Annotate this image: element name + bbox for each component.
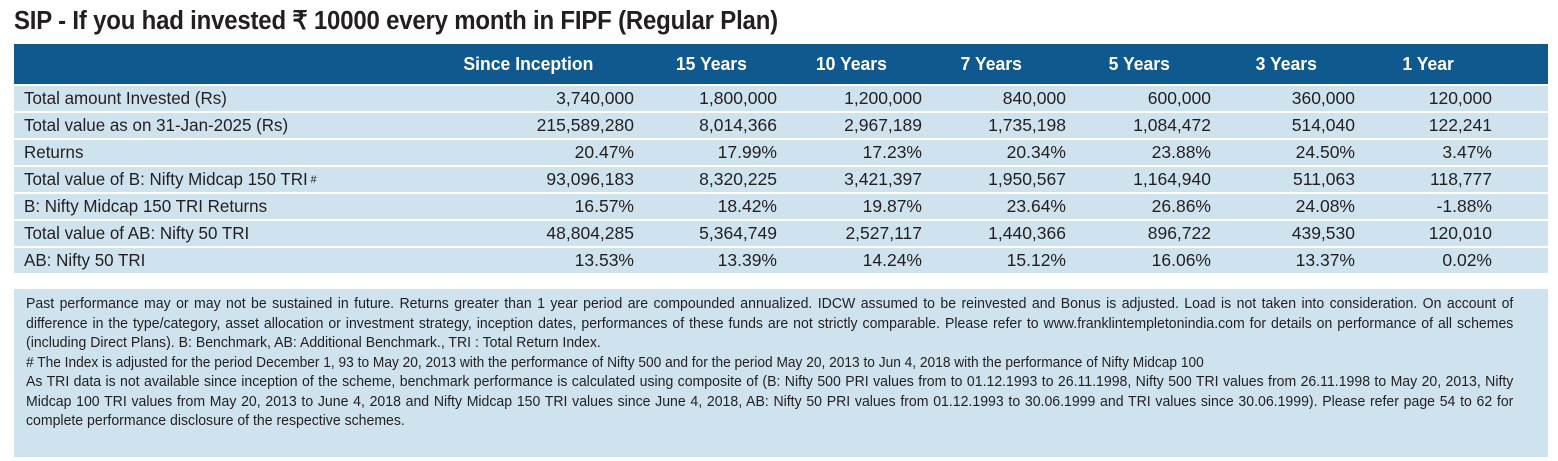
row-label: Total value as on 31-Jan-2025 (Rs): [24, 113, 288, 138]
table-cell: 18.42%: [717, 196, 777, 216]
table-cell: 2,967,189: [844, 115, 922, 135]
table-cell: 215,589,280: [536, 115, 634, 135]
row-label-text: Total amount Invested (Rs): [24, 88, 227, 108]
table-cell: 13.37%: [1295, 250, 1355, 270]
table-row: Total value of B: Nifty Midcap 150 TRI #9…: [14, 167, 1548, 194]
table-cell: 1,084,472: [1133, 115, 1211, 135]
table-cell: 24.50%: [1295, 142, 1355, 162]
table-cell: 13.39%: [717, 250, 777, 270]
table-cell: 93,096,183: [546, 169, 634, 189]
column-header: 7 Years: [960, 53, 1022, 74]
table-cell: 600,000: [1147, 88, 1211, 108]
row-label-text: Returns: [24, 142, 84, 162]
footnote-tri-note: As TRI data is not available since incep…: [26, 374, 1514, 429]
footnote-index-note: # The Index is adjusted for the period D…: [26, 354, 1204, 371]
performance-table: Since Inception 15 Years 10 Years 7 Years 5 …: [14, 44, 1548, 275]
table-cell: 840,000: [1002, 88, 1066, 108]
row-label: B: Nifty Midcap 150 TRI Returns: [24, 194, 267, 219]
table-row: Total value as on 31-Jan-2025 (Rs) 215,58…: [14, 113, 1548, 140]
row-label: Total amount Invested (Rs): [24, 86, 227, 111]
table-cell: 24.08%: [1295, 196, 1355, 216]
table-cell: 17.23%: [862, 142, 922, 162]
table-cell: 1,800,000: [699, 88, 777, 108]
table-cell: 16.57%: [574, 196, 634, 216]
table-cell: 0.02%: [1442, 250, 1492, 270]
column-header: 1 Year: [1402, 53, 1454, 74]
footnotes-block: Past performance may or may not be susta…: [14, 289, 1548, 457]
table-cell: 3,421,397: [844, 169, 922, 189]
row-label: AB: Nifty 50 TRI: [24, 248, 145, 273]
table-cell: 3.47%: [1442, 142, 1492, 162]
table-cell: 8,014,366: [699, 115, 777, 135]
table-cell: 48,804,285: [546, 223, 634, 243]
row-label-text: B: Nifty Midcap 150 TRI Returns: [24, 196, 268, 216]
table-row: Total value of AB: Nifty 50 TRI 48,804,28…: [14, 221, 1548, 248]
table-cell: 120,000: [1428, 88, 1492, 108]
row-label: Total value of B: Nifty Midcap 150 TRI #: [24, 167, 317, 192]
table-cell: 8,320,225: [699, 169, 777, 189]
table-row: B: Nifty Midcap 150 TRI Returns 16.57% 18.…: [14, 194, 1548, 221]
footnote-marker: #: [310, 173, 317, 186]
table-cell: 5,364,749: [699, 223, 777, 243]
table-cell: 23.64%: [1006, 196, 1066, 216]
table-cell: 20.47%: [574, 142, 634, 162]
table-cell: 1,164,940: [1133, 169, 1211, 189]
table-cell: 14.24%: [862, 250, 922, 270]
table-cell: 896,722: [1147, 223, 1211, 243]
table-cell: 15.12%: [1006, 250, 1066, 270]
table-cell: -1.88%: [1436, 196, 1492, 216]
table-row: AB: Nifty 50 TRI 13.53% 13.39% 14.24% 15.12%…: [14, 248, 1548, 275]
table-cell: 1,735,198: [988, 115, 1066, 135]
table-cell: 511,063: [1293, 169, 1355, 189]
table-body: Total amount Invested (Rs) 3,740,000 1,800…: [14, 84, 1548, 275]
table-row: Returns 20.47% 17.99% 17.23% 20.34% 23.88% 24.…: [14, 140, 1548, 167]
table-cell: 1,200,000: [844, 88, 922, 108]
table-cell: 19.87%: [862, 196, 922, 216]
footnote-disclaimer: Past performance may or may not be susta…: [26, 296, 1514, 351]
table-cell: 20.34%: [1006, 142, 1066, 162]
table-cell: 439,530: [1291, 223, 1355, 243]
row-label: Total value of AB: Nifty 50 TRI: [24, 221, 249, 246]
table-cell: 360,000: [1291, 88, 1355, 108]
table-header-row: Since Inception 15 Years 10 Years 7 Years 5 …: [14, 44, 1548, 84]
column-header: 3 Years: [1255, 53, 1317, 74]
table-row: Total amount Invested (Rs) 3,740,000 1,800…: [14, 84, 1548, 113]
table-cell: 2,527,117: [845, 223, 922, 243]
table-cell: 514,040: [1291, 115, 1355, 135]
table-cell: 120,010: [1428, 223, 1492, 243]
table-cell: 23.88%: [1151, 142, 1211, 162]
row-label: Returns: [24, 140, 83, 165]
row-label-text: Total value as on 31-Jan-2025 (Rs): [24, 115, 289, 135]
table-cell: 3,740,000: [556, 88, 634, 108]
table-cell: 17.99%: [717, 142, 777, 162]
table-cell: 118,777: [1430, 169, 1492, 189]
column-header: 10 Years: [815, 53, 887, 74]
table-cell: 1,950,567: [988, 169, 1066, 189]
table-cell: 122,241: [1428, 115, 1492, 135]
page-title: SIP - If you had invested ₹ 10000 every …: [14, 7, 778, 35]
table-cell: 16.06%: [1151, 250, 1211, 270]
column-header: 15 Years: [675, 53, 747, 74]
column-header: 5 Years: [1108, 53, 1170, 74]
row-label-text: Total value of B: Nifty Midcap 150 TRI: [24, 169, 308, 189]
table-cell: 1,440,366: [988, 223, 1066, 243]
table-cell: 13.53%: [574, 250, 634, 270]
column-header: Since Inception: [463, 53, 594, 74]
table-cell: 26.86%: [1151, 196, 1211, 216]
row-label-text: Total value of AB: Nifty 50 TRI: [24, 223, 250, 243]
row-label-text: AB: Nifty 50 TRI: [24, 250, 146, 270]
